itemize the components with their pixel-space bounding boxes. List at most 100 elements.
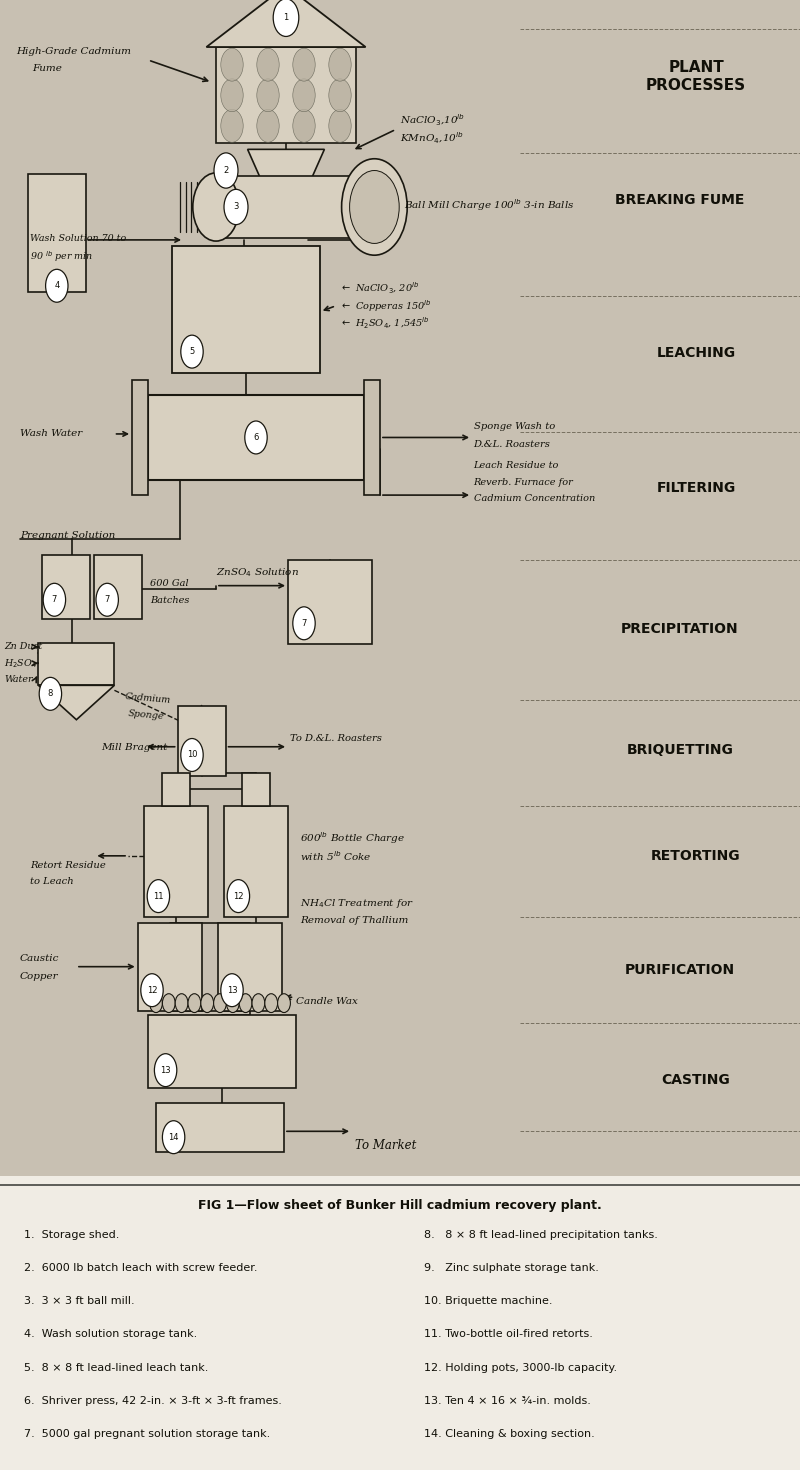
- Circle shape: [221, 973, 243, 1007]
- Text: 7.  5000 gal pregnant solution storage tank.: 7. 5000 gal pregnant solution storage ta…: [24, 1429, 270, 1439]
- Text: Zn Dust: Zn Dust: [4, 642, 42, 651]
- Bar: [242, 773, 270, 806]
- Circle shape: [141, 973, 163, 1007]
- Circle shape: [43, 584, 66, 616]
- Text: 14. Cleaning & boxing section.: 14. Cleaning & boxing section.: [424, 1429, 594, 1439]
- Circle shape: [257, 79, 279, 112]
- Circle shape: [245, 420, 267, 454]
- Text: 7: 7: [302, 619, 306, 628]
- Text: Copper: Copper: [20, 972, 58, 980]
- Circle shape: [201, 994, 214, 1013]
- Circle shape: [226, 994, 239, 1013]
- Text: Fume: Fume: [32, 63, 62, 72]
- Circle shape: [221, 109, 243, 143]
- Bar: [144, 806, 208, 917]
- Bar: [42, 556, 90, 619]
- Circle shape: [221, 79, 243, 112]
- Circle shape: [293, 607, 315, 639]
- Text: Cadmium Concentration: Cadmium Concentration: [474, 494, 595, 503]
- Text: High-Grade Cadmium: High-Grade Cadmium: [16, 47, 131, 56]
- Text: 10. Briquette machine.: 10. Briquette machine.: [424, 1297, 553, 1307]
- Bar: [218, 923, 282, 1011]
- Text: 2: 2: [223, 166, 229, 175]
- Text: PLANT
PROCESSES: PLANT PROCESSES: [646, 60, 746, 93]
- Text: 9.   Zinc sulphate storage tank.: 9. Zinc sulphate storage tank.: [424, 1263, 599, 1273]
- Bar: [216, 47, 356, 144]
- Text: 7: 7: [52, 595, 57, 604]
- Text: 12: 12: [233, 892, 244, 901]
- Text: 3: 3: [234, 203, 238, 212]
- Text: Wash Water: Wash Water: [20, 429, 82, 438]
- Circle shape: [329, 109, 351, 143]
- Text: Cadmium: Cadmium: [124, 692, 170, 706]
- Text: 11: 11: [153, 892, 164, 901]
- Bar: [132, 379, 148, 495]
- Circle shape: [227, 879, 250, 913]
- Text: 14: 14: [168, 1133, 179, 1142]
- Circle shape: [154, 1054, 177, 1086]
- Circle shape: [257, 109, 279, 143]
- Circle shape: [162, 994, 175, 1013]
- Circle shape: [265, 994, 278, 1013]
- Text: Reverb. Furnace for: Reverb. Furnace for: [474, 478, 574, 487]
- Circle shape: [293, 109, 315, 143]
- Text: PURIFICATION: PURIFICATION: [625, 963, 735, 978]
- Bar: [224, 806, 288, 917]
- Text: 12: 12: [146, 986, 158, 995]
- Bar: [138, 923, 202, 1011]
- Circle shape: [46, 269, 68, 303]
- Text: 13: 13: [160, 1066, 171, 1075]
- Text: D.&L. Roasters: D.&L. Roasters: [474, 440, 550, 448]
- Polygon shape: [206, 0, 366, 47]
- Bar: [162, 773, 190, 806]
- Circle shape: [214, 994, 226, 1013]
- Text: Leach Residue to: Leach Residue to: [474, 462, 559, 470]
- Text: with 5$^{lb}$ Coke: with 5$^{lb}$ Coke: [300, 850, 371, 863]
- Text: 1.  Storage shed.: 1. Storage shed.: [24, 1230, 119, 1239]
- Circle shape: [175, 994, 188, 1013]
- Bar: [148, 395, 364, 479]
- Text: KMnO$_4$,10$^{lb}$: KMnO$_4$,10$^{lb}$: [400, 131, 464, 147]
- Text: NaClO$_3$,10$^{lb}$: NaClO$_3$,10$^{lb}$: [400, 112, 465, 128]
- Text: FIG 1—Flow sheet of Bunker Hill cadmium recovery plant.: FIG 1—Flow sheet of Bunker Hill cadmium …: [198, 1200, 602, 1211]
- Text: Removal of Thallium: Removal of Thallium: [300, 916, 408, 925]
- Polygon shape: [248, 150, 325, 200]
- Text: Wash Solution 70 to: Wash Solution 70 to: [30, 234, 126, 243]
- Circle shape: [278, 994, 290, 1013]
- Text: To D.&L. Roasters: To D.&L. Roasters: [290, 734, 382, 742]
- Text: 90 $^{lb}$ per min: 90 $^{lb}$ per min: [30, 248, 94, 263]
- Text: ZnSO$_4$ Solution: ZnSO$_4$ Solution: [216, 566, 299, 579]
- Bar: [94, 556, 142, 619]
- Polygon shape: [38, 685, 114, 720]
- Circle shape: [274, 0, 299, 37]
- Text: 1: 1: [283, 13, 289, 22]
- Text: 7: 7: [105, 595, 110, 604]
- Text: 6.  Shriver press, 42 2-in. × 3-ft × 3-ft frames.: 6. Shriver press, 42 2-in. × 3-ft × 3-ft…: [24, 1396, 282, 1405]
- Circle shape: [342, 159, 407, 256]
- Circle shape: [96, 584, 118, 616]
- Text: Mill Bragent: Mill Bragent: [102, 744, 168, 753]
- Text: Caustic: Caustic: [20, 954, 59, 963]
- Bar: [28, 173, 86, 291]
- Text: Ball Mill Charge 100$^{lb}$ 3-in Balls: Ball Mill Charge 100$^{lb}$ 3-in Balls: [404, 197, 574, 213]
- Circle shape: [162, 1120, 185, 1154]
- Text: Retort Residue: Retort Residue: [30, 861, 106, 870]
- Bar: [212, 176, 352, 238]
- Bar: [178, 706, 226, 776]
- Circle shape: [214, 153, 238, 188]
- Text: PRECIPITATION: PRECIPITATION: [621, 622, 739, 637]
- Circle shape: [150, 994, 162, 1013]
- Circle shape: [293, 79, 315, 112]
- Circle shape: [350, 171, 399, 244]
- Text: to Leach: to Leach: [30, 878, 74, 886]
- Text: $\leftarrow$ NaClO$_3$, 20$^{lb}$: $\leftarrow$ NaClO$_3$, 20$^{lb}$: [340, 281, 419, 295]
- Circle shape: [181, 738, 203, 772]
- Circle shape: [221, 49, 243, 81]
- Text: BRIQUETTING: BRIQUETTING: [626, 744, 734, 757]
- Circle shape: [193, 173, 239, 241]
- Circle shape: [329, 79, 351, 112]
- Text: RETORTING: RETORTING: [651, 850, 741, 863]
- Text: 5.  8 × 8 ft lead-lined leach tank.: 5. 8 × 8 ft lead-lined leach tank.: [24, 1363, 208, 1373]
- Text: 11. Two-bottle oil-fired retorts.: 11. Two-bottle oil-fired retorts.: [424, 1329, 593, 1339]
- Circle shape: [293, 49, 315, 81]
